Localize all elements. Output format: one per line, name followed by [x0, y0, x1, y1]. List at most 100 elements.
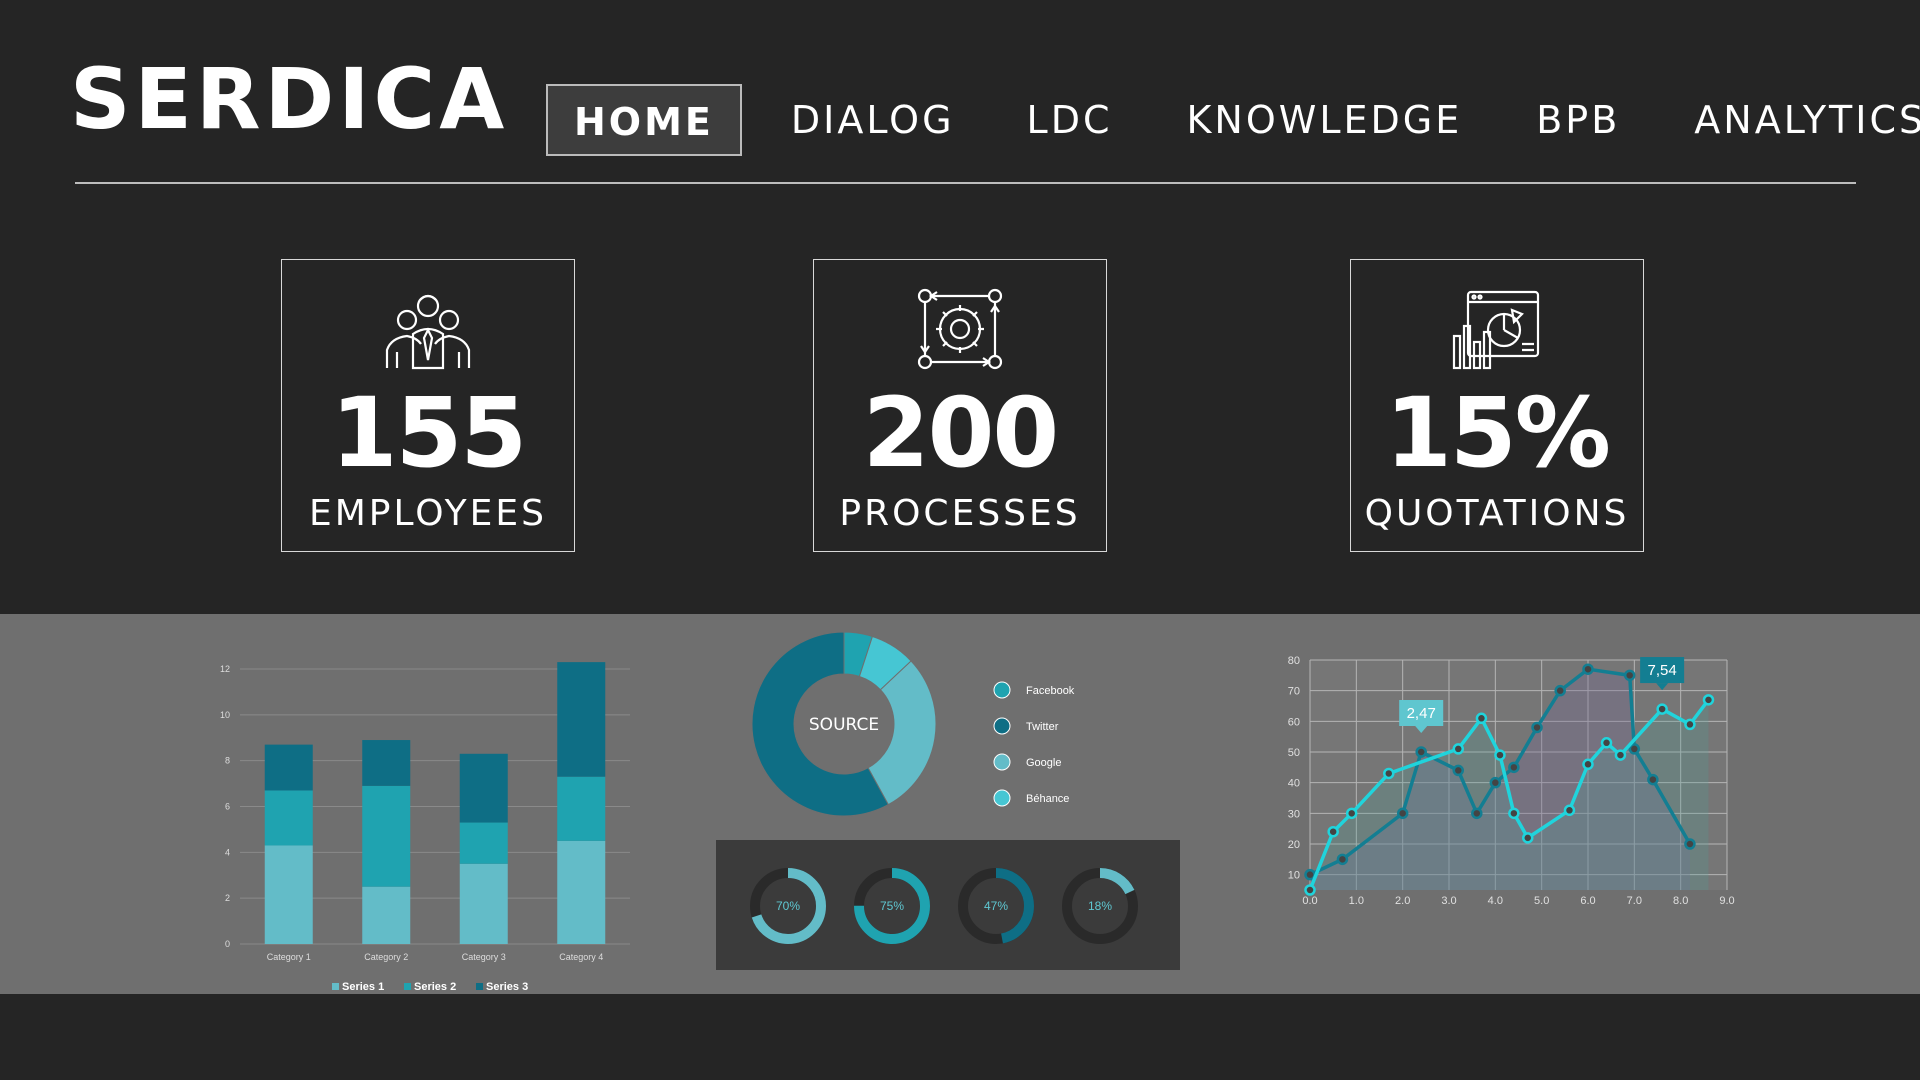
line-ytick-label: 20 — [1288, 839, 1300, 851]
bar-segment — [459, 753, 508, 823]
analytics-report-icon — [1452, 290, 1540, 370]
gauge-fill — [750, 868, 826, 944]
line-point — [1582, 758, 1594, 771]
line-point — [1494, 749, 1506, 761]
donut-center-label: SOURCE — [809, 715, 879, 735]
charts-panel: 0 2 4 6 8 10 12 Category 1 Category 2 Category 3 C… — [0, 614, 1920, 994]
bar-category-label: Category 1 — [267, 952, 311, 962]
line-point — [1508, 761, 1520, 774]
stacked-bar-chart: 0 2 4 6 8 10 12 Category 1 Category 2 Category 3 C… — [220, 662, 630, 993]
line-point — [1522, 832, 1534, 844]
nav-dialog[interactable]: DIALOG — [790, 98, 955, 142]
bar-segment — [557, 776, 606, 841]
line-xtick-label: 4.0 — [1488, 895, 1503, 907]
gauge-label: 47% — [984, 899, 1008, 913]
nav-ldc[interactable]: LDC — [1026, 98, 1113, 142]
line-point — [1452, 764, 1465, 777]
line-annotation-label: 7,54 — [1648, 662, 1677, 679]
line-point — [1582, 663, 1594, 675]
header: SERDICA HOME DIALOG LDC KNOWLEDGE BPB AN… — [0, 0, 1920, 185]
bar-ytick-label: 6 — [225, 802, 230, 812]
legend-series-label: Series 3 — [486, 981, 528, 993]
line-xtick-label: 0.0 — [1302, 895, 1317, 907]
kpi-quotations-card[interactable]: 15% QUOTATIONS — [1350, 259, 1644, 552]
source-donut-chart: SOURCE Facebook Twitter Google Béhance — [751, 632, 1075, 817]
line-point — [1383, 767, 1395, 780]
line-point — [1471, 807, 1483, 820]
gauge-fill — [854, 868, 930, 944]
gauge-fill — [958, 868, 1034, 944]
line-point — [1614, 749, 1627, 761]
gauge-label: 75% — [880, 899, 904, 913]
kpi-employees-card[interactable]: 155 EMPLOYEES — [281, 259, 575, 552]
gauge-panel: 70% 75% 47% 18% — [716, 840, 1180, 970]
donut-slice — [751, 632, 890, 817]
line-point — [1684, 718, 1696, 731]
line-point — [1647, 773, 1659, 786]
line-point — [1415, 746, 1427, 758]
line-series-path — [1308, 698, 1710, 891]
bar-segment — [264, 790, 313, 846]
line-point — [1336, 853, 1349, 866]
main-navigation: HOME DIALOG LDC KNOWLEDGE BPB ANALYTICS — [546, 84, 1920, 156]
gauge-fill — [1062, 868, 1138, 944]
bar-category-label: Category 2 — [364, 952, 408, 962]
nav-bpb[interactable]: BPB — [1536, 98, 1621, 142]
donut-legend-marker — [993, 753, 1011, 771]
line-xtick-label: 1.0 — [1349, 895, 1364, 907]
line-xtick-label: 7.0 — [1627, 895, 1642, 907]
nav-knowledge[interactable]: KNOWLEDGE — [1186, 98, 1463, 142]
process-gear-icon — [917, 288, 1003, 370]
line-ytick-label: 50 — [1288, 747, 1300, 759]
donut-legend-label: Béhance — [1026, 793, 1069, 805]
line-xtick-label: 2.0 — [1395, 895, 1410, 907]
line-xtick-label: 5.0 — [1534, 895, 1549, 907]
donut-legend-marker — [993, 681, 1011, 699]
donut-legend-marker — [993, 717, 1011, 735]
line-point — [1554, 684, 1566, 697]
donut-legend-marker — [993, 789, 1011, 807]
line-point — [1684, 838, 1696, 850]
kpi-processes-label: PROCESSES — [839, 493, 1081, 534]
bar-segment — [557, 662, 606, 777]
line-point — [1531, 721, 1543, 734]
line-annotation-pointer — [1415, 726, 1428, 733]
line-xtick-label: 8.0 — [1673, 895, 1688, 907]
line-ytick-label: 70 — [1288, 686, 1300, 698]
kpi-employees-label: EMPLOYEES — [309, 493, 547, 534]
kpi-processes-value: 200 — [862, 377, 1059, 489]
line-point — [1452, 743, 1465, 755]
header-divider — [75, 182, 1856, 184]
bar-ytick-label: 8 — [225, 756, 230, 766]
bar-segment — [362, 785, 411, 887]
line-point — [1656, 703, 1668, 715]
line-ytick-label: 60 — [1288, 716, 1300, 728]
bar-category-label: Category 4 — [559, 952, 603, 962]
line-xtick-label: 6.0 — [1580, 895, 1595, 907]
team-icon — [385, 294, 471, 370]
line-annotation-pointer — [1656, 683, 1669, 691]
donut-legend-label: Twitter — [1026, 721, 1059, 733]
bar-segment — [264, 744, 313, 791]
line-annotation-label: 2,47 — [1407, 705, 1436, 722]
serdica-logo[interactable]: SERDICA — [70, 50, 509, 148]
line-point — [1327, 825, 1339, 838]
kpi-processes-card[interactable]: 200 PROCESSES — [813, 259, 1107, 552]
nav-analytics[interactable]: ANALYTICS — [1694, 98, 1920, 142]
legend-swatch — [476, 983, 483, 990]
donut-legend-label: Facebook — [1026, 685, 1075, 697]
line-point — [1600, 737, 1613, 749]
line-annotation-box — [1640, 657, 1685, 684]
bar-ytick-label: 10 — [220, 710, 230, 720]
kpi-quotations-value: 15% — [1385, 377, 1611, 489]
bar-segment — [459, 863, 508, 944]
line-annotation-box — [1399, 700, 1444, 726]
bar-segment — [362, 740, 411, 786]
line-chart: 0.0 1.0 2.0 3.0 4.0 5.0 6.0 7.0 8.0 9.0 10 20 30 40 50… — [1288, 655, 1735, 907]
bar-segment — [362, 886, 411, 944]
bar-ytick-label: 4 — [225, 847, 230, 857]
nav-home[interactable]: HOME — [546, 84, 742, 156]
line-ytick-label: 30 — [1288, 808, 1300, 820]
bar-ytick-label: 12 — [220, 664, 230, 674]
kpi-employees-value: 155 — [330, 377, 527, 489]
